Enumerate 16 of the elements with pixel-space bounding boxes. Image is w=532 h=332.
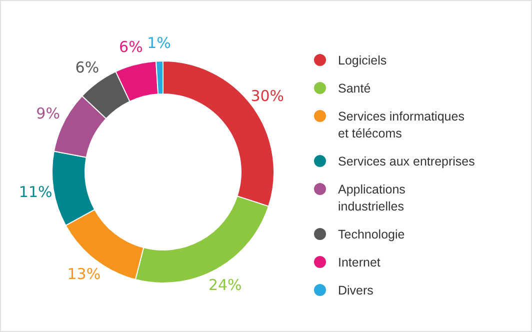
- legend-label: Technologie: [338, 228, 405, 242]
- legend-label: Divers: [338, 284, 374, 298]
- data-label: 9%: [36, 104, 60, 122]
- data-label: 6%: [119, 38, 143, 56]
- legend-label: Services aux entreprises: [338, 154, 475, 168]
- legend-label: Santé: [338, 82, 371, 96]
- legend-label: Services informatiques et télécoms: [338, 110, 464, 140]
- legend-label: Internet: [338, 256, 381, 270]
- legend-label: Logiciels: [338, 54, 387, 68]
- legend-label: Applications industrielles: [338, 182, 406, 214]
- data-label: 1%: [147, 34, 171, 52]
- data-label: 6%: [75, 58, 100, 77]
- data-label: 11%: [18, 183, 52, 202]
- data-label: 30%: [250, 87, 284, 106]
- data-label: 13%: [67, 264, 101, 283]
- data-label: 24%: [208, 276, 242, 294]
